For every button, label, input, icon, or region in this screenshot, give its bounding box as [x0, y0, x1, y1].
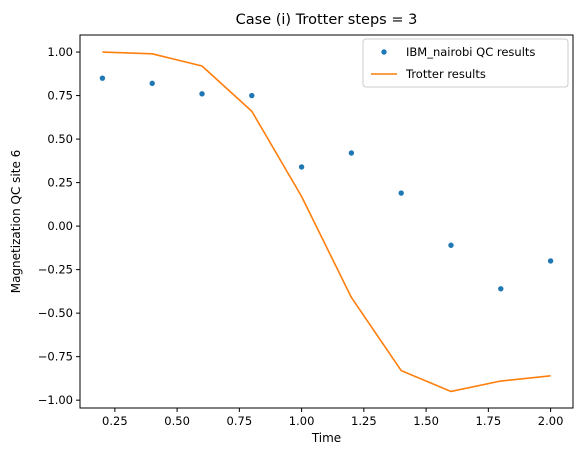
- legend-marker-swatch: [381, 49, 387, 55]
- x-tick-label: 1.00: [289, 414, 315, 428]
- legend-label: IBM_nairobi QC results: [406, 45, 535, 59]
- y-tick-label: 0.50: [47, 132, 73, 146]
- chart-title: Case (i) Trotter steps = 3: [236, 12, 418, 28]
- legend-label: Trotter results: [405, 67, 486, 81]
- axes-frame: [79, 34, 574, 409]
- x-tick-label: 1.75: [476, 414, 502, 428]
- x-tick-label: 0.75: [227, 414, 253, 428]
- qc-result-point: [547, 258, 554, 264]
- x-axis-label: Time: [311, 431, 341, 445]
- y-tick-label: 0.25: [47, 176, 73, 190]
- legend-box: [362, 38, 569, 88]
- plot-area: [99, 51, 554, 393]
- x-tick-label: 0.50: [164, 414, 190, 428]
- y-tick-label: −0.25: [38, 263, 73, 277]
- qc-result-point: [348, 150, 355, 156]
- qc-result-point: [249, 92, 255, 99]
- qc-result-point: [398, 190, 404, 196]
- y-tick-label: 1.00: [47, 45, 73, 59]
- y-tick-label: 0.75: [47, 89, 73, 103]
- qc-result-point: [149, 80, 155, 87]
- legend: IBM_nairobi QC results Trotter results: [362, 38, 569, 88]
- qc-result-point: [498, 286, 504, 292]
- x-tick-label: 1.25: [351, 414, 377, 428]
- x-tick-label: 0.25: [102, 414, 128, 428]
- y-tick-label: −0.75: [38, 350, 73, 364]
- trotter-results-line: [102, 51, 551, 393]
- x-tick-label: 1.50: [413, 414, 439, 428]
- x-axis-ticks: 0.25 0.50 0.75 1.00 1.25 1.50 1.75 2.00: [102, 408, 563, 428]
- qc-result-point: [448, 242, 454, 248]
- x-tick-label: 2.00: [538, 414, 564, 428]
- y-tick-label: 0.00: [47, 219, 73, 233]
- qc-result-point: [99, 75, 106, 81]
- y-tick-label: −0.50: [38, 306, 73, 320]
- qc-result-point: [298, 164, 305, 170]
- qc-result-point: [199, 91, 205, 97]
- y-axis-label: Magnetization QC site 6: [9, 150, 23, 294]
- y-tick-label: −1.00: [38, 393, 73, 407]
- y-axis-ticks: 1.00 0.75 0.50 0.25 0.00 −0.25 −0.50 −0.75 −1.00: [38, 45, 80, 407]
